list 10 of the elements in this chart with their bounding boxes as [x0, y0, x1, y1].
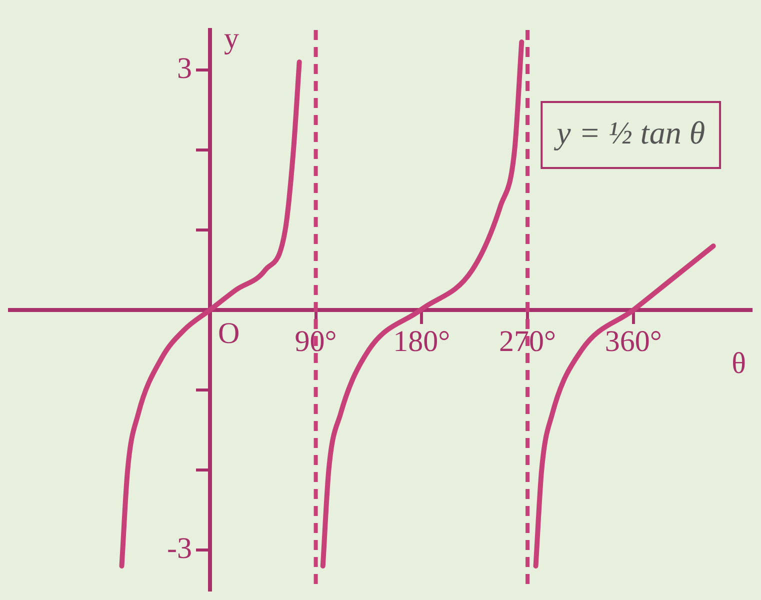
x-tick-label: 90°	[294, 324, 337, 358]
y-tick-label: 3	[176, 52, 192, 85]
x-axis-title: θ	[732, 346, 746, 380]
x-tick-label: 180°	[393, 324, 450, 358]
x-tick-label: 270°	[499, 324, 556, 358]
y-axis-title: y	[224, 22, 239, 55]
x-tick-label: 360°	[604, 324, 662, 358]
y-tick-label: -3	[166, 532, 192, 565]
annotation: O	[218, 316, 240, 350]
annotation: y = ½ tan θ	[554, 114, 706, 150]
